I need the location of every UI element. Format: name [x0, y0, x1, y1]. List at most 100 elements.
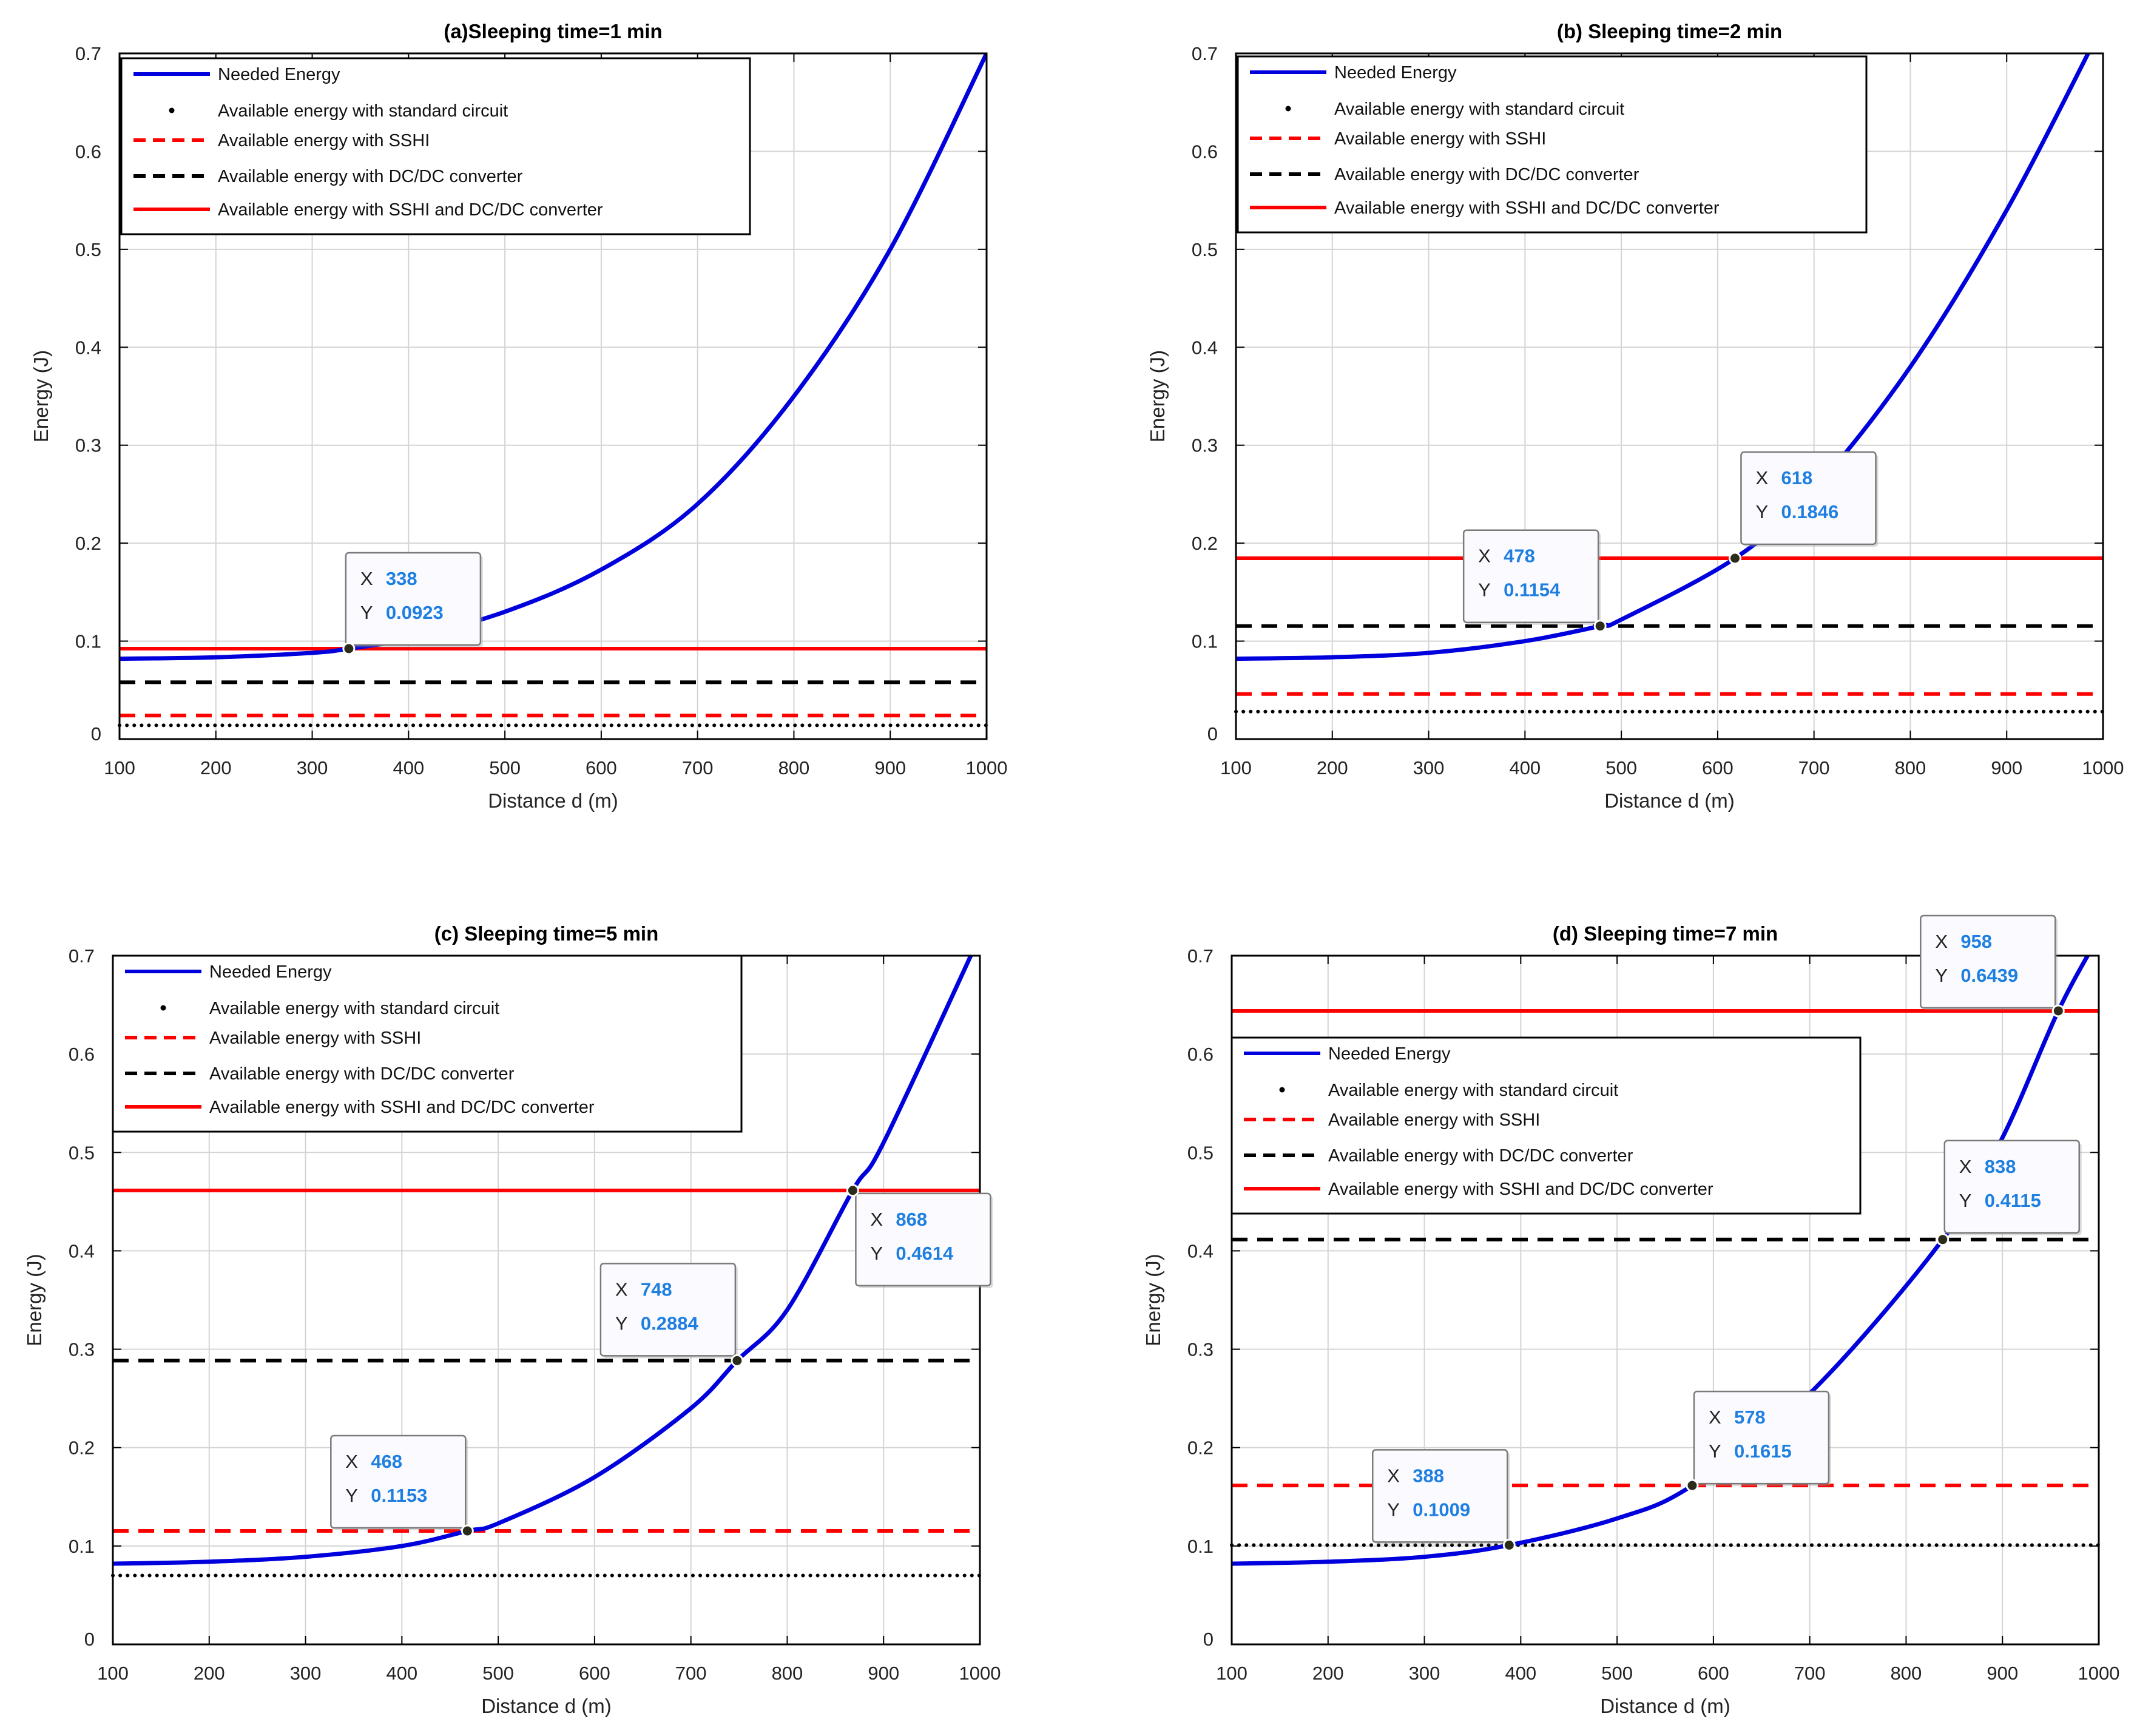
data-tip[interactable]: X 748 Y 0.2884: [599, 1263, 738, 1359]
y-tick-label: 0: [84, 1629, 95, 1650]
x-tick-label: 700: [1794, 1663, 1826, 1684]
chart-title: (d) Sleeping time=7 min: [1553, 922, 1778, 945]
legend-box: [120, 57, 751, 235]
data-tip-y-value: 0.4115: [1985, 1190, 2041, 1211]
legend-entry-label: Available energy with SSHI: [1328, 1110, 1540, 1130]
data-tip-marker[interactable]: [342, 642, 356, 655]
data-tip-x-key: X: [360, 568, 373, 589]
legend-entry-label: Available energy with DC/DC converter: [1334, 165, 1639, 184]
y-tick-label: 0.4: [75, 337, 101, 358]
data-tip-y-value: 0.1153: [371, 1485, 427, 1506]
data-tip-y-value: 0.4614: [896, 1243, 954, 1264]
data-tip[interactable]: X 388 Y 0.1009: [1372, 1449, 1510, 1545]
y-tick-label: 0.6: [1192, 141, 1218, 162]
y-tick-label: 0.6: [1187, 1044, 1214, 1065]
data-tip-marker[interactable]: [1936, 1233, 1950, 1246]
legend-entry-label: Available energy with SSHI and DC/DC con…: [1328, 1180, 1713, 1199]
data-tip-marker[interactable]: [731, 1354, 744, 1367]
data-tip[interactable]: X 338 Y 0.0923: [345, 552, 483, 648]
data-tip-x-key: X: [345, 1451, 358, 1472]
x-tick-label: 400: [1509, 757, 1541, 778]
x-tick-label: 600: [1702, 757, 1734, 778]
needed-energy-curve: [113, 956, 973, 1566]
legend-box: [1237, 55, 1868, 234]
needed-energy-curve: [1236, 53, 2091, 661]
legend: Needed Energy Available energy with stand…: [1231, 1036, 1862, 1215]
x-tick-label: 300: [290, 1663, 322, 1684]
data-tip-marker[interactable]: [2051, 1004, 2065, 1018]
data-tip-box: [345, 552, 482, 646]
x-tick-label: 200: [1312, 1663, 1344, 1684]
data-tip-y-key: Y: [1478, 579, 1491, 601]
data-tip-x-value: 618: [1781, 467, 1812, 488]
data-tip-x-value: 578: [1734, 1407, 1766, 1428]
x-tick-label: 900: [1991, 757, 2022, 778]
data-tip-y-value: 0.6439: [1960, 965, 2018, 986]
legend-entry-label: Available energy with standard circuit: [1328, 1081, 1618, 1100]
data-tip-y-key: Y: [1709, 1440, 1721, 1462]
y-tick-label: 0.7: [69, 945, 95, 967]
y-tick-label: 0.2: [1187, 1437, 1214, 1459]
x-tick-label: 700: [682, 757, 714, 778]
chart-panel-1: 100 200 300 400 500 600 700 800 900 1000 0 0.1 0.2 0.…: [30, 20, 1007, 812]
data-tip[interactable]: X 958 Y 0.6439: [1920, 914, 2058, 1010]
data-tip-x-value: 958: [1960, 931, 1992, 952]
data-tip-y-value: 0.0923: [386, 602, 444, 623]
x-tick-label: 1000: [966, 757, 1008, 778]
x-axis-label: Distance d (m): [1600, 1695, 1730, 1717]
data-tip-marker[interactable]: [1728, 552, 1741, 565]
legend-sample-dot: [1279, 1087, 1285, 1093]
data-tip[interactable]: X 868 Y 0.4614: [855, 1192, 993, 1288]
data-tip-x-key: X: [1959, 1156, 1972, 1177]
axes-box: [118, 52, 988, 740]
data-tip-x-value: 388: [1413, 1465, 1444, 1486]
legend-entry-label: Available energy with standard circuit: [1334, 100, 1624, 119]
data-tip-box: [1372, 1449, 1508, 1543]
data-tip-x-value: 838: [1985, 1156, 2016, 1177]
y-tick-label: 0.6: [75, 141, 101, 162]
x-tick-label: 400: [1505, 1663, 1536, 1684]
data-tip-x-key: X: [1478, 545, 1491, 567]
y-tick-label: 0.3: [75, 435, 101, 456]
data-tip-marker[interactable]: [1593, 620, 1607, 633]
data-tip-marker[interactable]: [846, 1184, 859, 1197]
x-tick-label: 500: [489, 757, 521, 778]
x-tick-label: 800: [772, 1663, 803, 1684]
data-tip[interactable]: X 478 Y 0.1154: [1462, 529, 1601, 625]
data-tip-marker[interactable]: [1502, 1538, 1516, 1552]
y-tick-label: 0: [1207, 723, 1218, 745]
data-tip-y-key: Y: [1755, 501, 1768, 522]
x-tick-label: 800: [778, 757, 810, 778]
data-tip[interactable]: X 578 Y 0.1615: [1693, 1390, 1831, 1487]
data-tip-x-value: 748: [641, 1278, 672, 1300]
y-tick-label: 0.3: [69, 1339, 95, 1360]
legend-sample-dot: [160, 1005, 166, 1011]
x-tick-label: 700: [675, 1663, 707, 1684]
data-tip[interactable]: X 468 Y 0.1153: [330, 1434, 468, 1531]
x-tick-label: 600: [1698, 1663, 1729, 1684]
x-tick-label: 100: [1220, 757, 1252, 778]
data-tip-x-value: 338: [386, 568, 417, 589]
x-tick-label: 400: [393, 757, 424, 778]
legend-sample-dot: [1285, 106, 1291, 112]
data-tip[interactable]: X 838 Y 0.4115: [1943, 1140, 2082, 1235]
x-tick-label: 100: [1216, 1663, 1247, 1684]
data-tip[interactable]: X 618 Y 0.1846: [1740, 451, 1879, 547]
data-tip-y-value: 0.2884: [641, 1312, 699, 1334]
data-tip-x-value: 478: [1504, 545, 1535, 567]
data-tip-marker[interactable]: [1686, 1479, 1699, 1492]
data-tip-marker[interactable]: [461, 1524, 474, 1538]
data-tip-x-key: X: [615, 1278, 628, 1300]
legend-entry-label: Available energy with SSHI: [209, 1028, 421, 1048]
x-tick-label: 200: [1317, 757, 1348, 778]
data-tip-box: [855, 1192, 991, 1287]
axes-box: [1235, 52, 2104, 740]
y-tick-label: 0.1: [69, 1536, 95, 1557]
data-tip-x-key: X: [1755, 467, 1768, 488]
chart-title: (b) Sleeping time=2 min: [1557, 20, 1782, 42]
x-axis-label: Distance d (m): [481, 1695, 612, 1717]
data-tip-y-key: Y: [615, 1312, 628, 1334]
y-tick-label: 0: [1203, 1629, 1214, 1650]
chart-panel-3: 100 200 300 400 500 600 700 800 900 1000 0 0.1 0.2 0.…: [23, 922, 1001, 1717]
